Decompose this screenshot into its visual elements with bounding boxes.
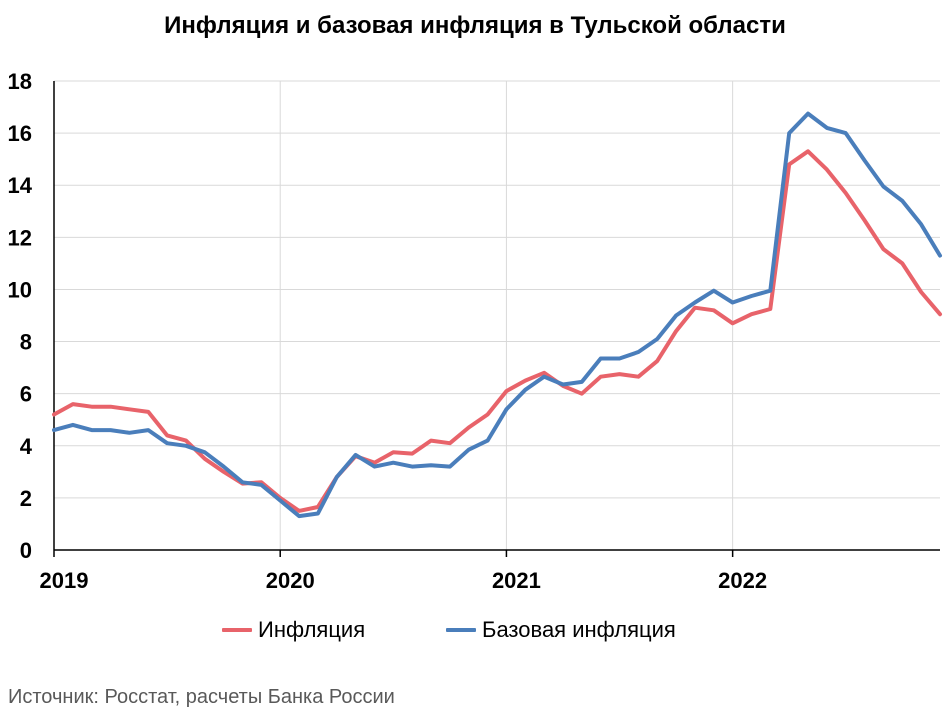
legend-swatch-inflation bbox=[222, 628, 252, 632]
x-tick-label-2019: 2019 bbox=[40, 568, 89, 593]
y-tick-label-2: 2 bbox=[20, 486, 32, 511]
y-tick-label-0: 0 bbox=[20, 538, 32, 563]
y-tick-label-4: 4 bbox=[20, 434, 33, 459]
legend-label-inflation: Инфляция bbox=[258, 617, 366, 642]
legend-item-core-inflation: Базовая инфляция bbox=[446, 617, 676, 643]
legend-swatch-core-inflation bbox=[446, 628, 476, 632]
chart-title: Инфляция и базовая инфляция в Тульской о… bbox=[164, 12, 786, 39]
source-note: Источник: Росстат, расчеты Банка России bbox=[8, 686, 395, 708]
y-tick-label-6: 6 bbox=[20, 382, 32, 407]
y-tick-label-8: 8 bbox=[20, 330, 32, 355]
series-line-core-inflation bbox=[52, 111, 942, 519]
legend-item-inflation: Инфляция bbox=[222, 617, 365, 643]
x-tick-label-2020: 2020 bbox=[266, 568, 315, 593]
legend-label-core-inflation: Базовая инфляция bbox=[482, 617, 676, 642]
y-tick-label-10: 10 bbox=[8, 277, 32, 302]
x-tick-label-2022: 2022 bbox=[718, 568, 767, 593]
series-line-inflation bbox=[52, 149, 942, 513]
y-tick-label-14: 14 bbox=[8, 173, 33, 198]
y-tick-label-12: 12 bbox=[8, 225, 32, 250]
y-tick-label-18: 18 bbox=[8, 69, 32, 94]
chart-legend: Инфляция Базовая инфляция bbox=[0, 617, 950, 647]
x-tick-label-2021: 2021 bbox=[492, 568, 541, 593]
y-tick-label-16: 16 bbox=[8, 121, 32, 146]
